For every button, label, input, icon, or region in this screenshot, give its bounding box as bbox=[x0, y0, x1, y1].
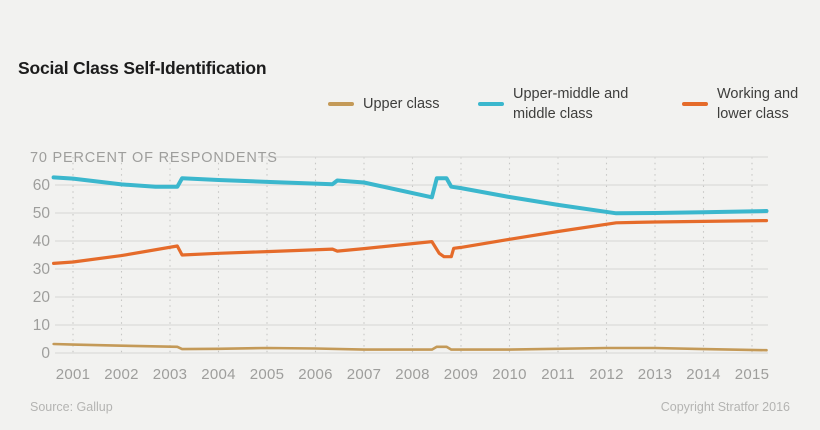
source-credit: Source: Gallup bbox=[30, 400, 113, 414]
x-tick-label: 2015 bbox=[735, 366, 770, 383]
y-tick-label: 60 bbox=[33, 177, 51, 194]
x-tick-label: 2012 bbox=[589, 366, 624, 383]
legend-label-upper-class: Upper class bbox=[363, 96, 440, 112]
x-tick-label: 2010 bbox=[492, 366, 527, 383]
copyright-credit: Copyright Stratfor 2016 bbox=[660, 400, 790, 414]
legend-swatch-upper-middle-class bbox=[478, 101, 504, 107]
legend-item-upper-class: Upper class bbox=[328, 94, 440, 114]
legend-swatch-working-lower-class bbox=[682, 101, 708, 107]
y-tick-label: 10 bbox=[33, 317, 51, 334]
series-line-upper-middle-middle-class bbox=[51, 175, 769, 216]
x-tick-label: 2001 bbox=[56, 366, 91, 383]
y-tick-label: 50 bbox=[33, 205, 51, 222]
page-title: Social Class Self-Identification bbox=[18, 58, 267, 78]
x-tick-label: 2013 bbox=[638, 366, 673, 383]
x-tick-label: 2004 bbox=[201, 366, 236, 383]
x-tick-label: 2009 bbox=[444, 366, 479, 383]
x-tick-label: 2005 bbox=[250, 366, 285, 383]
y-tick-label: 0 bbox=[41, 345, 50, 362]
x-tick-label: 2007 bbox=[347, 366, 382, 383]
legend-swatch-upper-class bbox=[328, 101, 354, 107]
x-tick-label: 2002 bbox=[104, 366, 139, 383]
series-line-upper-class bbox=[52, 342, 768, 352]
x-tick-label: 2006 bbox=[298, 366, 333, 383]
legend-label-upper-middle-class: Upper-middle and middle class bbox=[513, 86, 629, 122]
x-tick-label: 2003 bbox=[153, 366, 188, 383]
y-tick-label: 40 bbox=[33, 233, 51, 250]
y-tick-label: 20 bbox=[33, 289, 51, 306]
series-line-working-lower-class bbox=[51, 219, 769, 265]
legend-label-working-lower-class: Working and lower class bbox=[717, 86, 799, 122]
legend-item-upper-middle-class: Upper-middle and middle class bbox=[478, 84, 628, 124]
x-tick-label: 2014 bbox=[686, 366, 721, 383]
legend-item-working-lower-class: Working and lower class bbox=[682, 84, 798, 124]
x-tick-label: 2008 bbox=[395, 366, 430, 383]
y-tick-label: 30 bbox=[33, 261, 51, 278]
x-tick-label: 2011 bbox=[541, 366, 574, 383]
y-axis-title: 70 PERCENT OF RESPONDENTS bbox=[30, 150, 278, 166]
